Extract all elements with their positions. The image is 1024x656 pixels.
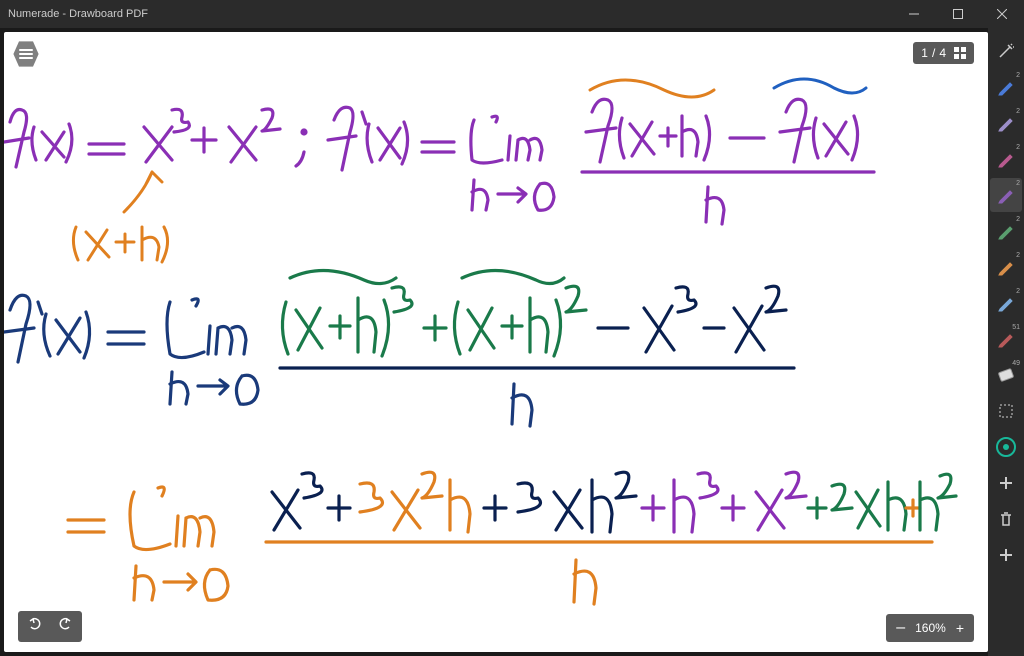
page-current: 1 — [921, 46, 928, 60]
minimize-button[interactable] — [892, 0, 936, 28]
tool-pen-8[interactable]: 51 — [990, 322, 1022, 356]
zoom-in-button[interactable]: + — [956, 620, 964, 636]
titlebar: Numerade - Drawboard PDF — [0, 0, 1024, 28]
zoom-out-button[interactable]: – — [896, 619, 905, 637]
redo-button[interactable] — [56, 617, 72, 636]
tool-pen-2[interactable]: 2 — [990, 106, 1022, 140]
zoom-level: 160% — [915, 621, 946, 635]
main-area: 1 / 4 – 160% + — [0, 28, 1024, 656]
page-total: 4 — [939, 46, 946, 60]
maximize-button[interactable] — [936, 0, 980, 28]
tool-plus-12[interactable] — [990, 466, 1022, 500]
tool-toolbar: 22222225149 — [988, 28, 1024, 656]
tool-plus-14[interactable] — [990, 538, 1022, 572]
tool-wand-0[interactable] — [990, 34, 1022, 68]
tool-pen-7[interactable]: 2 — [990, 286, 1022, 320]
grid-icon[interactable] — [954, 47, 966, 59]
undo-button[interactable] — [28, 617, 44, 636]
ink-layer — [4, 32, 988, 652]
zoom-controls: – 160% + — [886, 614, 974, 642]
tool-pen-3[interactable]: 2 — [990, 142, 1022, 176]
window-controls — [892, 0, 1024, 28]
tool-eraser-9[interactable]: 49 — [990, 358, 1022, 392]
close-button[interactable] — [980, 0, 1024, 28]
undo-redo-group — [18, 611, 82, 642]
tool-select-10[interactable] — [990, 394, 1022, 428]
canvas[interactable]: 1 / 4 – 160% + — [4, 32, 988, 652]
tool-pen-4[interactable]: 2 — [990, 178, 1022, 212]
tool-gear-11[interactable] — [990, 430, 1022, 464]
window-title: Numerade - Drawboard PDF — [8, 8, 148, 20]
hamburger-icon — [19, 49, 33, 59]
tool-pen-6[interactable]: 2 — [990, 250, 1022, 284]
tool-pen-5[interactable]: 2 — [990, 214, 1022, 248]
tool-pen-1[interactable]: 2 — [990, 70, 1022, 104]
page-sep: / — [932, 46, 935, 60]
page-indicator[interactable]: 1 / 4 — [913, 42, 974, 64]
tool-trash-13[interactable] — [990, 502, 1022, 536]
